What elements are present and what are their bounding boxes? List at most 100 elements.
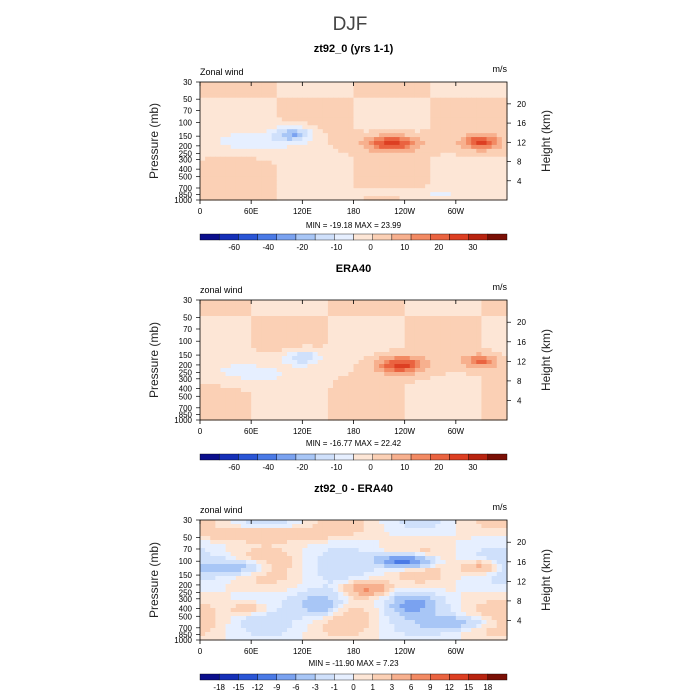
field-cell	[420, 176, 426, 181]
field-cell	[271, 192, 278, 197]
field-cell	[276, 308, 283, 313]
field-cell	[327, 408, 334, 413]
field-cell	[358, 192, 365, 197]
field-cell	[481, 356, 488, 361]
field-cell	[317, 572, 324, 577]
field-cell	[292, 536, 298, 541]
field-cell	[445, 97, 452, 103]
field-cell	[327, 125, 334, 130]
field-cell	[286, 344, 293, 349]
field-cell	[327, 344, 334, 349]
field-cell	[420, 340, 426, 345]
field-cell	[394, 101, 401, 107]
field-cell	[409, 93, 416, 99]
field-cell	[307, 352, 314, 357]
field-cell	[481, 396, 488, 401]
field-cell	[394, 308, 401, 313]
field-cell	[414, 388, 421, 393]
field-cell	[358, 109, 365, 115]
field-cell	[501, 184, 508, 189]
field-cell	[414, 348, 421, 353]
field-cell	[240, 125, 247, 130]
field-cell	[358, 176, 365, 181]
field-cell	[394, 85, 401, 91]
field-cell	[281, 93, 288, 99]
field-cell	[343, 408, 349, 413]
field-cell	[348, 324, 355, 329]
field-cell	[501, 588, 508, 593]
field-cell	[476, 540, 483, 545]
field-cell	[466, 388, 472, 393]
field-cell	[425, 412, 431, 417]
field-cell	[200, 368, 206, 373]
field-cell	[205, 360, 211, 365]
field-cell	[384, 164, 390, 170]
field-cell	[440, 121, 447, 126]
field-cell	[430, 89, 436, 95]
field-cell	[404, 176, 411, 181]
field-cell	[358, 316, 365, 321]
field-cell	[420, 568, 426, 573]
field-cell	[200, 560, 206, 565]
field-cell	[251, 133, 257, 138]
field-cell	[445, 384, 452, 389]
field-cell	[435, 160, 442, 166]
field-cell	[302, 196, 309, 201]
field-cell	[481, 328, 488, 333]
field-cell	[358, 97, 365, 103]
field-cell	[430, 572, 436, 577]
field-cell	[225, 125, 232, 130]
field-cell	[276, 105, 283, 111]
field-cell	[210, 117, 216, 122]
field-cell	[414, 528, 421, 533]
field-cell	[327, 596, 334, 601]
field-cell	[256, 548, 262, 553]
field-cell	[460, 328, 467, 333]
field-cell	[256, 524, 262, 529]
field-cell	[399, 152, 406, 158]
field-cell	[338, 388, 344, 393]
field-cell	[322, 596, 329, 601]
field-cell	[210, 93, 216, 99]
field-cell	[450, 152, 457, 158]
field-cell	[440, 141, 447, 146]
field-cell	[460, 404, 467, 409]
field-cell	[486, 540, 493, 545]
field-cell	[481, 85, 488, 91]
field-cell	[399, 392, 406, 397]
field-cell	[200, 85, 206, 91]
field-cell	[256, 316, 262, 321]
field-cell	[286, 336, 293, 341]
field-cell	[348, 89, 355, 95]
field-cell	[476, 384, 483, 389]
field-cell	[348, 400, 355, 405]
field-cell	[220, 344, 227, 349]
field-cell	[220, 568, 227, 573]
colorbar-label: 0	[368, 243, 373, 252]
field-cell	[343, 160, 349, 166]
field-cell	[476, 105, 483, 111]
field-cell	[220, 400, 227, 405]
field-cell	[425, 129, 431, 134]
field-cell	[353, 324, 360, 329]
field-cell	[256, 380, 262, 385]
field-cell	[481, 344, 488, 349]
field-cell	[251, 105, 257, 111]
field-cell	[404, 348, 411, 353]
field-cell	[230, 384, 237, 389]
field-cell	[333, 308, 339, 313]
field-cell	[281, 196, 288, 201]
field-cell	[389, 121, 396, 126]
field-cell	[205, 105, 211, 111]
field-cell	[435, 556, 442, 561]
field-cell	[322, 125, 329, 130]
field-cell	[373, 117, 380, 122]
field-cell	[445, 312, 452, 317]
field-cell	[363, 380, 370, 385]
field-cell	[399, 105, 406, 111]
field-cell	[368, 121, 375, 126]
field-cell	[302, 380, 309, 385]
field-cell	[420, 133, 426, 138]
field-cell	[292, 332, 298, 337]
field-cell	[455, 524, 462, 529]
